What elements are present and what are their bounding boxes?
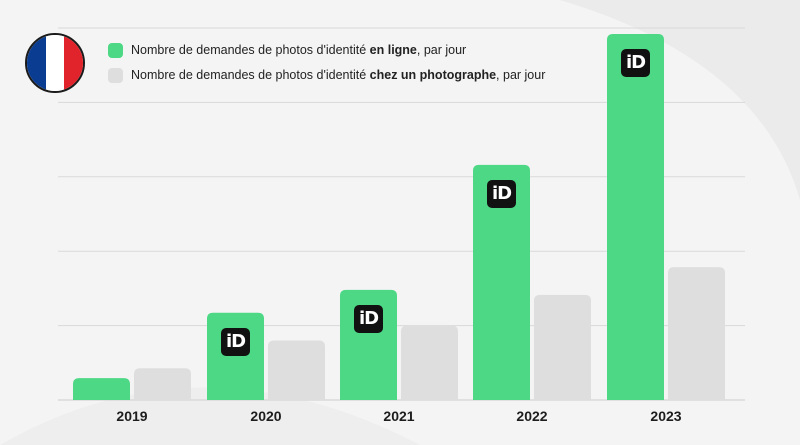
flag-blue-stripe [27,35,46,91]
france-flag-icon [25,33,85,93]
legend-swatch-photographer [108,67,123,83]
flag-white-stripe [45,35,65,91]
x-tick-label-2019: 2019 [116,408,148,424]
id-logo-icon: iD [487,179,516,208]
bar-photographer-2021 [401,325,458,400]
flag-red-stripe [64,35,83,91]
bar-online-2023 [607,33,664,401]
bar-photographer-2023 [668,267,725,400]
x-tick-label-2020: 2020 [250,408,282,424]
x-tick-label-2022: 2022 [516,408,548,424]
bar-photographer-2022 [534,294,591,400]
id-logo-icon: iD [621,48,650,77]
id-logo-icon: iD [354,304,383,333]
chart-legend: Nombre de demandes de photos d'identité … [108,42,545,92]
legend-item-online: Nombre de demandes de photos d'identité … [108,42,545,58]
legend-swatch-online [108,42,123,58]
bar-online-2019 [73,378,130,400]
x-tick-label-2023: 2023 [650,408,682,424]
legend-label-photographer: Nombre de demandes de photos d'identité … [131,68,546,82]
bar-online-2022 [473,164,530,400]
legend-item-photographer: Nombre de demandes de photos d'identité … [108,67,545,83]
legend-label-online: Nombre de demandes de photos d'identité … [131,43,467,57]
id-logo-icon: iD [221,327,250,356]
x-tick-label-2021: 2021 [383,408,415,424]
bar-photographer-2019 [134,368,191,400]
bar-photographer-2020 [268,340,325,400]
bar-online-2020 [207,312,264,400]
